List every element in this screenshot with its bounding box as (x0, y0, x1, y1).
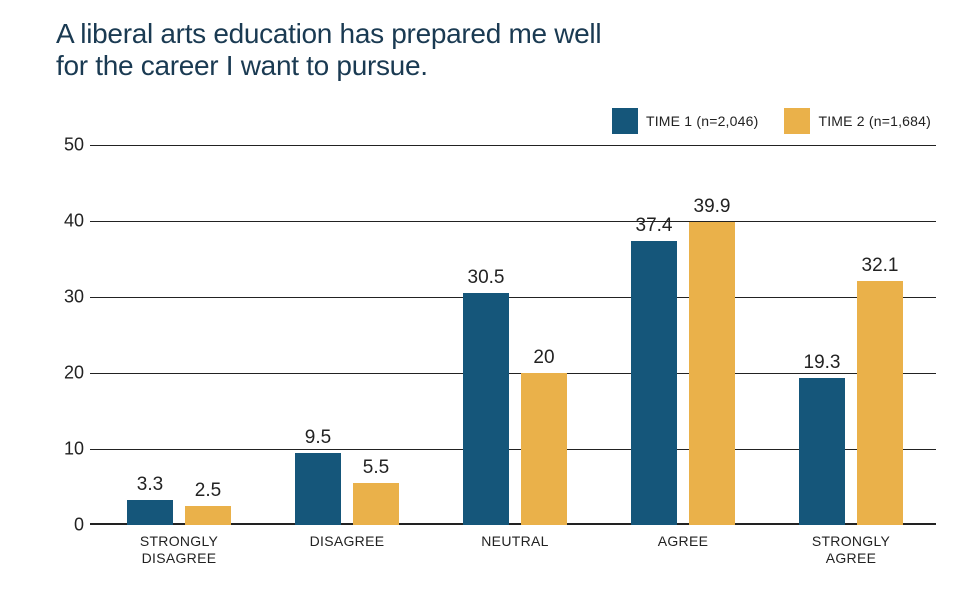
bar-value-label: 2.5 (185, 480, 231, 502)
title-line-1: A liberal arts education has prepared me… (56, 18, 601, 49)
bar-value-label: 32.1 (857, 255, 903, 277)
bar: 39.9 (689, 222, 735, 525)
bars-area: 3.32.5STRONGLYDISAGREE9.55.5DISAGREE30.5… (90, 145, 936, 525)
title-line-2: for the career I want to pursue. (56, 50, 428, 81)
category-label: DISAGREE (282, 533, 412, 550)
category-label: NEUTRAL (450, 533, 580, 550)
legend-swatch-time2 (784, 108, 810, 134)
bar-value-label: 19.3 (799, 352, 845, 374)
bar-value-label: 37.4 (631, 215, 677, 237)
bar-value-label: 20 (521, 347, 567, 369)
bar-value-label: 30.5 (463, 267, 509, 289)
legend-label-time1: TIME 1 (n=2,046) (646, 113, 759, 129)
ytick-label: 10 (56, 439, 84, 460)
bar: 5.5 (353, 483, 399, 525)
legend: TIME 1 (n=2,046) TIME 2 (n=1,684) (612, 108, 931, 134)
ytick-label: 30 (56, 287, 84, 308)
bar-value-label: 3.3 (127, 474, 173, 496)
legend-label-time2: TIME 2 (n=1,684) (818, 113, 931, 129)
bar: 32.1 (857, 281, 903, 525)
legend-item-time1: TIME 1 (n=2,046) (612, 108, 759, 134)
bar: 20 (521, 373, 567, 525)
ytick-label: 20 (56, 363, 84, 384)
bar-value-label: 39.9 (689, 196, 735, 218)
bar: 3.3 (127, 500, 173, 525)
category-label: STRONGLYAGREE (786, 533, 916, 567)
legend-item-time2: TIME 2 (n=1,684) (784, 108, 931, 134)
bar: 30.5 (463, 293, 509, 525)
plot-area: 01020304050 3.32.5STRONGLYDISAGREE9.55.5… (56, 145, 936, 525)
ytick-label: 50 (56, 135, 84, 156)
legend-swatch-time1 (612, 108, 638, 134)
bar-value-label: 9.5 (295, 427, 341, 449)
bar: 37.4 (631, 241, 677, 525)
chart-title: A liberal arts education has prepared me… (56, 18, 601, 82)
bar: 19.3 (799, 378, 845, 525)
category-label: AGREE (618, 533, 748, 550)
bar: 2.5 (185, 506, 231, 525)
category-label: STRONGLYDISAGREE (114, 533, 244, 567)
bar: 9.5 (295, 453, 341, 525)
bar-value-label: 5.5 (353, 457, 399, 479)
ytick-label: 40 (56, 211, 84, 232)
ytick-label: 0 (56, 515, 84, 536)
